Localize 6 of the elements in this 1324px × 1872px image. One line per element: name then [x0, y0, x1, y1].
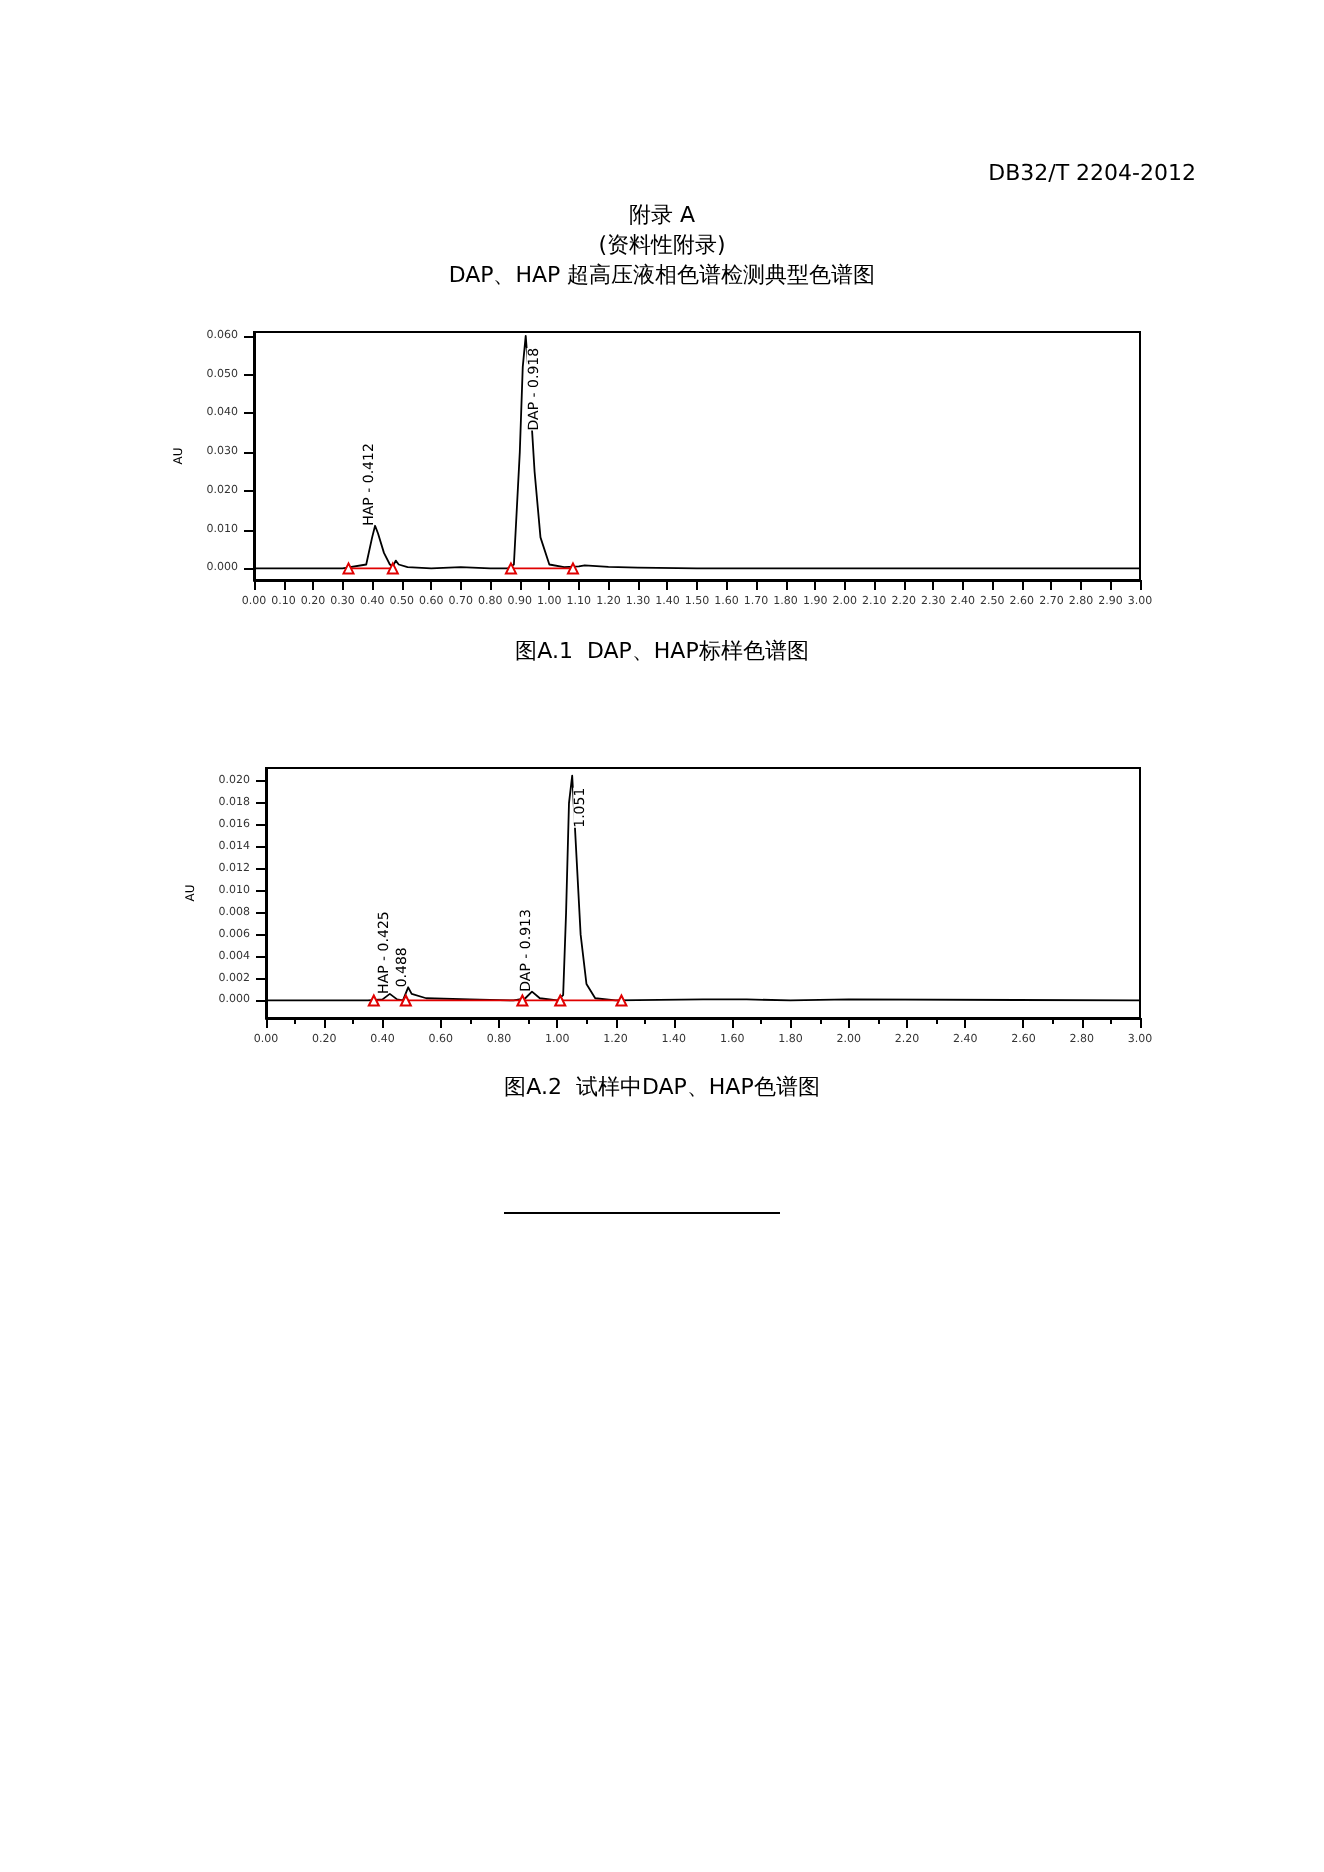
text: (资料性附录) [596, 230, 728, 260]
text: 附录 A [626, 200, 698, 230]
text: 图A.2 试样中DAP、HAP色谱图 [502, 1072, 822, 1102]
text: 图A.1 DAP、HAP标样色谱图 [513, 636, 811, 666]
text: DAP、HAP 超高压液相色谱检测典型色谱图 [446, 260, 878, 290]
text: DB32/T 2204-2012 [986, 160, 1196, 186]
